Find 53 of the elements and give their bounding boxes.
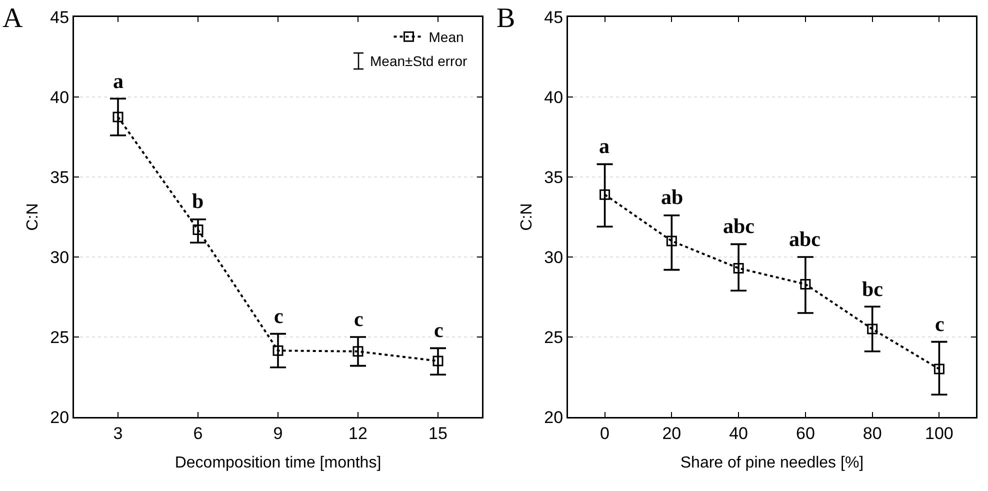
- point: [934, 364, 944, 374]
- y-tick-label: 35: [50, 168, 70, 187]
- annotation: abc: [723, 214, 754, 238]
- y-tick-label: 35: [544, 168, 564, 187]
- annotation: c: [274, 304, 284, 328]
- point: [432, 356, 444, 366]
- annotation: Mean±Std error: [370, 53, 468, 69]
- x-tick-label: 15: [428, 424, 448, 443]
- point: [352, 346, 364, 357]
- y-tick-label: 45: [544, 8, 564, 27]
- x-tick-label: 60: [796, 424, 815, 443]
- annotation: b: [192, 189, 204, 213]
- annotation: ab: [661, 185, 684, 209]
- x-tick-label: 6: [193, 424, 203, 443]
- x-tick-label: 80: [862, 424, 882, 443]
- annotation: c: [935, 312, 944, 336]
- x-tick-label: 100: [925, 424, 954, 443]
- annotation: c: [354, 307, 364, 331]
- y-tick-label: 20: [544, 408, 564, 427]
- annotation: a: [599, 134, 610, 158]
- x-tick-label: 12: [348, 424, 368, 443]
- x-axis-title: Share of pine needles [%]: [680, 454, 864, 472]
- y-tick-label: 40: [544, 88, 564, 107]
- point: [272, 345, 284, 356]
- x-axis-title: Decomposition time [months]: [174, 454, 382, 472]
- x-tick-label: 40: [729, 424, 748, 443]
- annotation: a: [113, 69, 124, 93]
- annotation: bc: [862, 277, 883, 301]
- legend-label: Mean: [428, 29, 464, 46]
- y-tick-label: 40: [50, 88, 70, 107]
- y-axis-title: C:N: [518, 203, 536, 231]
- annotation: c: [434, 318, 444, 342]
- chart-title: A: [2, 2, 24, 34]
- y-tick-label: 25: [50, 328, 70, 347]
- y-tick-label: 25: [544, 328, 564, 347]
- x-tick-label: 9: [273, 424, 283, 443]
- y-tick-label: 30: [50, 248, 70, 267]
- point: [112, 112, 124, 122]
- x-tick-label: 0: [600, 424, 610, 443]
- point: [666, 236, 677, 246]
- point: [600, 189, 610, 200]
- y-tick-label: 20: [50, 408, 70, 427]
- chart-title: B: [496, 2, 516, 34]
- point: [733, 262, 744, 274]
- x-tick-label: 3: [113, 424, 123, 443]
- point: [192, 224, 204, 236]
- point: [867, 324, 878, 334]
- point: [800, 278, 811, 290]
- y-tick-label: 30: [544, 248, 564, 267]
- y-tick-label: 45: [50, 8, 70, 27]
- annotation: abc: [789, 227, 820, 251]
- y-axis-title: C:N: [24, 203, 42, 231]
- x-tick-label: 20: [662, 424, 682, 443]
